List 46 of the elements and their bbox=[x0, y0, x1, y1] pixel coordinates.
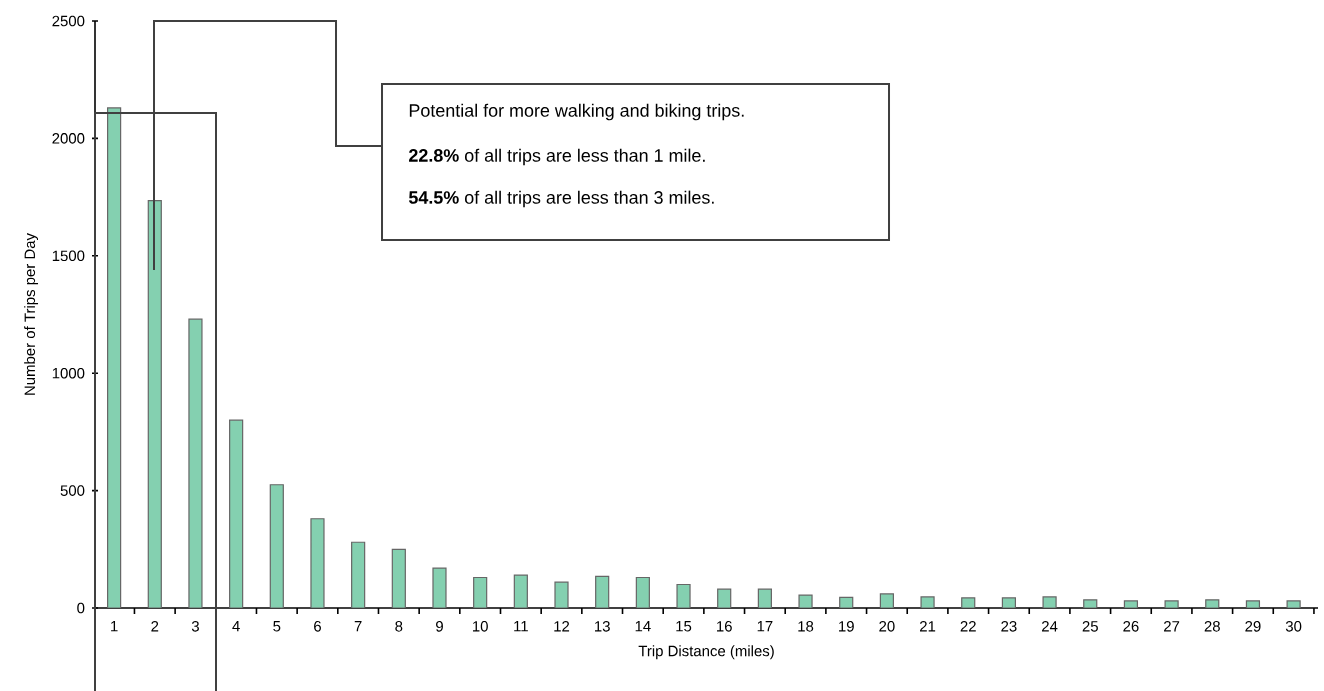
bar bbox=[391, 548, 406, 608]
y-tick-label: 1000 bbox=[52, 367, 85, 379]
annotation: Potential for more walking and biking trips. bbox=[409, 103, 744, 121]
y-tick-label: 2500 bbox=[52, 15, 85, 27]
x-tick-label: 6 bbox=[314, 621, 321, 632]
x-tick-label: 21 bbox=[920, 621, 936, 632]
x-tick-label: 5 bbox=[273, 621, 281, 632]
x-tick-label: 18 bbox=[798, 621, 814, 632]
x-tick-label: 4 bbox=[232, 621, 240, 632]
x-tick-label: 19 bbox=[839, 621, 854, 632]
annotation: 54.5% of all trips are less than 3 miles. bbox=[408, 190, 714, 208]
bar bbox=[107, 107, 122, 608]
x-tick-label: 8 bbox=[395, 621, 403, 632]
x-tick-label: 30 bbox=[1285, 621, 1302, 632]
x-tick-label: 24 bbox=[1042, 621, 1058, 632]
y-tick-label: 0 bbox=[77, 602, 85, 614]
x-tick-label: 12 bbox=[554, 621, 570, 632]
x-tick-label: 11 bbox=[514, 621, 528, 632]
bar bbox=[269, 484, 284, 608]
bar bbox=[229, 419, 244, 608]
x-tick-label: 29 bbox=[1245, 621, 1261, 632]
x-axis-title: Trip Distance (miles) bbox=[638, 645, 774, 660]
x-tick-label: 25 bbox=[1082, 621, 1098, 632]
y-tick-label: 500 bbox=[60, 485, 85, 496]
x-tick-label: 10 bbox=[472, 621, 488, 632]
x-tick-label: 2 bbox=[151, 621, 159, 632]
x-tick-label: 15 bbox=[676, 621, 692, 632]
y-tick-label: 1500 bbox=[52, 250, 85, 262]
x-tick-label: 17 bbox=[757, 621, 773, 632]
x-tick-label: 13 bbox=[595, 621, 610, 632]
x-tick-label: 20 bbox=[879, 621, 895, 632]
annotation: 22.8% of all trips are less than 1 mile. bbox=[409, 148, 705, 166]
x-tick-label: 16 bbox=[717, 621, 732, 632]
x-tick-label: 14 bbox=[635, 621, 651, 632]
y-axis-title: Number of Trips per Day bbox=[24, 233, 39, 395]
x-tick-label: 27 bbox=[1164, 621, 1180, 632]
x-tick-label: 23 bbox=[1001, 621, 1017, 632]
x-tick-label: 1 bbox=[111, 621, 118, 632]
x-tick-label: 26 bbox=[1123, 621, 1139, 632]
y-tick-label: 2000 bbox=[52, 133, 85, 144]
bar bbox=[351, 541, 366, 608]
x-tick-label: 7 bbox=[354, 621, 362, 632]
x-tick-label: 9 bbox=[436, 621, 443, 632]
x-tick-label: 22 bbox=[960, 621, 976, 632]
x-tick-label: 28 bbox=[1204, 621, 1220, 632]
x-tick-label: 3 bbox=[191, 621, 199, 632]
